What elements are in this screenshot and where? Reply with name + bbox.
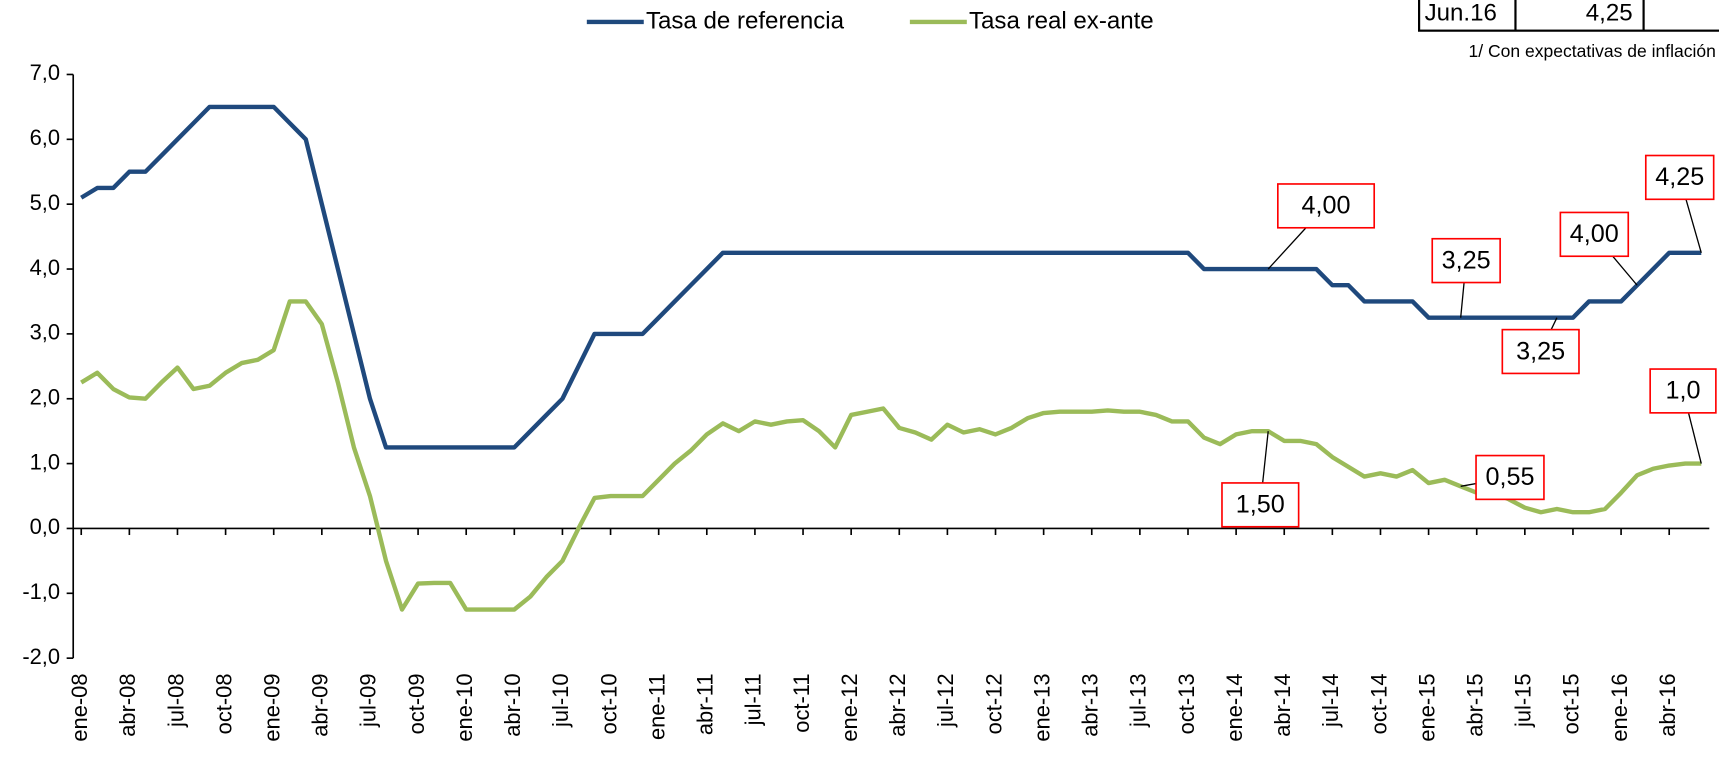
- x-tick-label: ene-16: [1607, 673, 1632, 741]
- y-tick-label: 7,0: [30, 60, 60, 85]
- x-tick-label: ene-14: [1222, 673, 1247, 741]
- annotation-box: [1501, 328, 1580, 375]
- annotation-label: 0,55: [1485, 463, 1534, 491]
- legend-label: Tasa de referencia: [646, 7, 845, 34]
- x-tick-label: oct-15: [1559, 673, 1584, 734]
- x-tick-label: jul-09: [356, 673, 381, 728]
- x-tick-label: oct-09: [404, 673, 429, 734]
- annotation-box: [1221, 482, 1300, 528]
- x-tick-label: abr-10: [500, 673, 525, 736]
- y-tick-label: 4,0: [30, 255, 60, 280]
- annotation-label: 1,0: [1666, 377, 1701, 405]
- annotation-box: [1475, 454, 1545, 501]
- x-tick-label: abr-11: [693, 673, 718, 735]
- x-tick-label: ene-09: [259, 673, 284, 741]
- x-tick-label: jul-15: [1511, 673, 1536, 728]
- x-tick-label: abr-13: [1078, 673, 1103, 736]
- x-tick-label: oct-11: [789, 673, 814, 732]
- x-tick-label: ene-13: [1029, 673, 1054, 741]
- annotation-label: 4,00: [1302, 192, 1351, 220]
- annotation-label: 1,50: [1236, 491, 1285, 519]
- x-tick-label: abr-15: [1462, 673, 1487, 736]
- x-tick-label: oct-14: [1366, 673, 1391, 734]
- x-tick-label: jul-08: [163, 673, 188, 728]
- x-tick-label: abr-12: [885, 673, 910, 736]
- y-tick-label: -1,0: [22, 579, 60, 604]
- table-frame: [1418, 0, 1719, 32]
- annotation-label: 3,25: [1516, 337, 1565, 365]
- y-tick-label: 6,0: [30, 125, 60, 150]
- y-tick-label: 3,0: [30, 320, 60, 345]
- x-tick-label: ene-11: [644, 673, 669, 740]
- x-tick-label: oct-13: [1174, 673, 1199, 734]
- x-tick-label: abr-16: [1655, 673, 1680, 736]
- legend-label: Tasa real ex-ante: [969, 7, 1154, 34]
- x-tick-label: jul-12: [933, 673, 958, 728]
- y-tick-label: 5,0: [30, 190, 60, 215]
- footnote: 1/ Con expectativas de inflación: [1469, 41, 1716, 61]
- x-tick-label: jul-11: [741, 673, 766, 726]
- x-tick-label: abr-09: [308, 673, 333, 736]
- x-tick-label: ene-08: [67, 673, 92, 741]
- x-tick-label: oct-12: [981, 673, 1006, 734]
- y-tick-label: -2,0: [22, 644, 60, 669]
- y-tick-label: 1,0: [30, 449, 60, 474]
- x-tick-label: jul-14: [1318, 673, 1343, 728]
- annotation-box: [1559, 211, 1630, 258]
- annotation-label: 4,25: [1655, 163, 1704, 191]
- table-cell: Jun.16: [1425, 0, 1497, 27]
- y-tick-label: 0,0: [30, 514, 60, 539]
- series-line: [80, 299, 1702, 612]
- table-cell: 4,25: [1586, 0, 1633, 27]
- x-tick-label: ene-10: [452, 673, 477, 741]
- x-tick-label: abr-14: [1270, 673, 1295, 736]
- x-tick-label: jul-10: [548, 673, 573, 728]
- y-tick-label: 2,0: [30, 385, 60, 410]
- annotation-label: 3,25: [1442, 246, 1491, 274]
- x-tick-label: oct-08: [211, 673, 236, 734]
- annotation-box: [1277, 183, 1376, 229]
- x-tick-label: ene-12: [837, 673, 862, 741]
- annotation-box: [1644, 154, 1715, 201]
- annotation-box: [1431, 237, 1501, 284]
- annotation-label: 4,00: [1570, 220, 1619, 248]
- x-tick-label: ene-15: [1414, 673, 1439, 741]
- x-tick-label: oct-10: [596, 673, 621, 734]
- series-line: [80, 104, 1702, 450]
- x-tick-label: abr-08: [115, 673, 140, 736]
- x-tick-label: jul-13: [1126, 673, 1151, 728]
- annotation-box: [1649, 368, 1717, 414]
